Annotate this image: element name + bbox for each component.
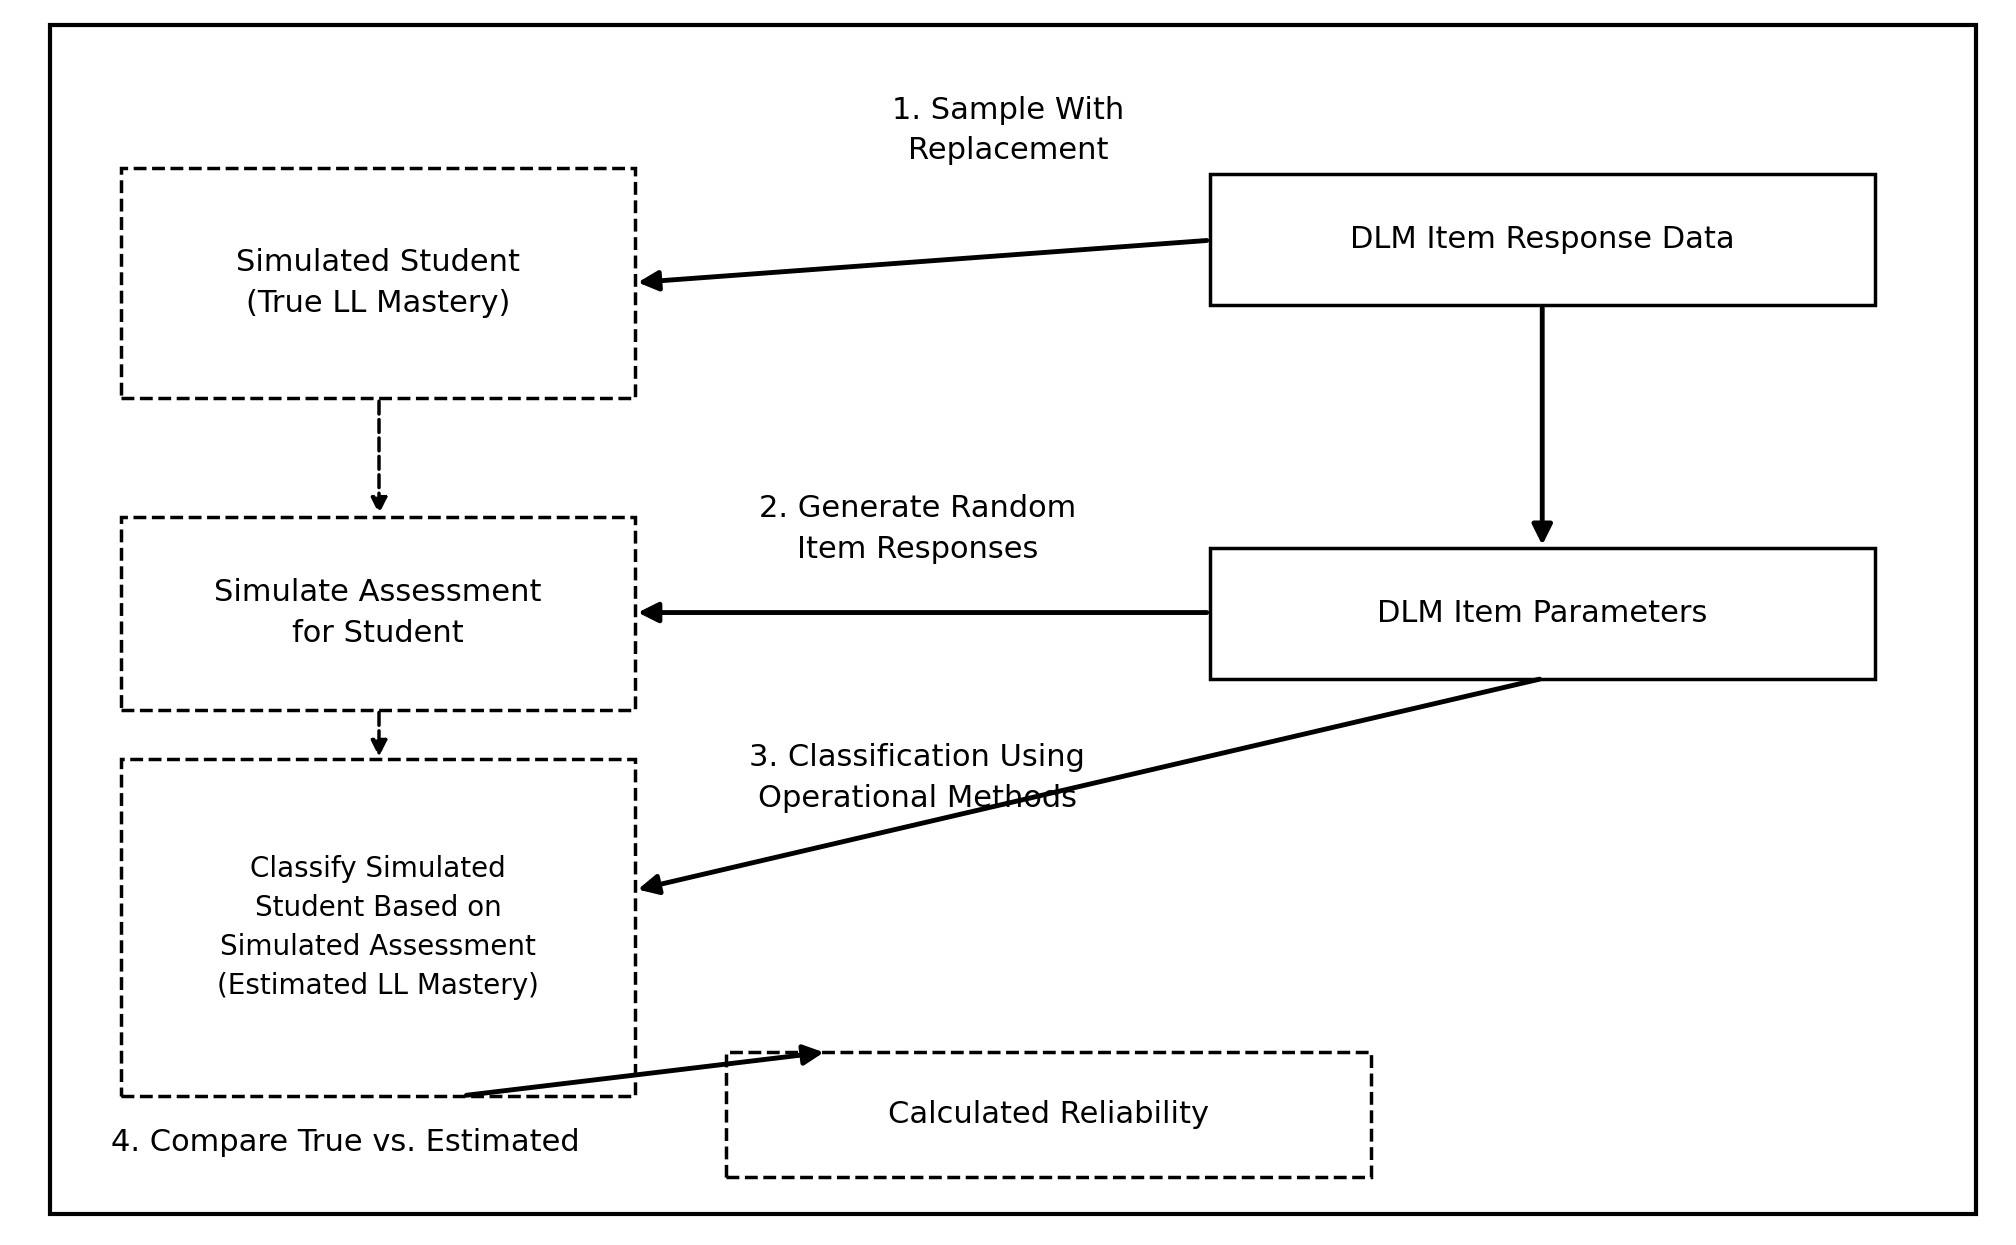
Text: 4. Compare True vs. Estimated: 4. Compare True vs. Estimated: [111, 1128, 579, 1158]
Text: DLM Item Response Data: DLM Item Response Data: [1351, 225, 1734, 254]
Text: 3. Classification Using
Operational Methods: 3. Classification Using Operational Meth…: [750, 743, 1085, 813]
FancyBboxPatch shape: [50, 25, 1976, 1214]
Text: Calculated Reliability: Calculated Reliability: [887, 1099, 1210, 1129]
FancyBboxPatch shape: [726, 1052, 1371, 1177]
Text: Simulated Student
(True LL Mastery): Simulated Student (True LL Mastery): [236, 249, 520, 317]
Text: Classify Simulated
Student Based on
Simulated Assessment
(Estimated LL Mastery): Classify Simulated Student Based on Simu…: [218, 855, 538, 1000]
Text: 2. Generate Random
Item Responses: 2. Generate Random Item Responses: [758, 494, 1077, 564]
Text: 1. Sample With
Replacement: 1. Sample With Replacement: [891, 96, 1125, 166]
FancyBboxPatch shape: [121, 759, 635, 1096]
FancyBboxPatch shape: [1210, 548, 1875, 679]
Text: DLM Item Parameters: DLM Item Parameters: [1377, 599, 1708, 627]
Text: Simulate Assessment
for Student: Simulate Assessment for Student: [214, 579, 542, 647]
FancyBboxPatch shape: [121, 517, 635, 710]
FancyBboxPatch shape: [1210, 174, 1875, 305]
FancyBboxPatch shape: [121, 168, 635, 398]
